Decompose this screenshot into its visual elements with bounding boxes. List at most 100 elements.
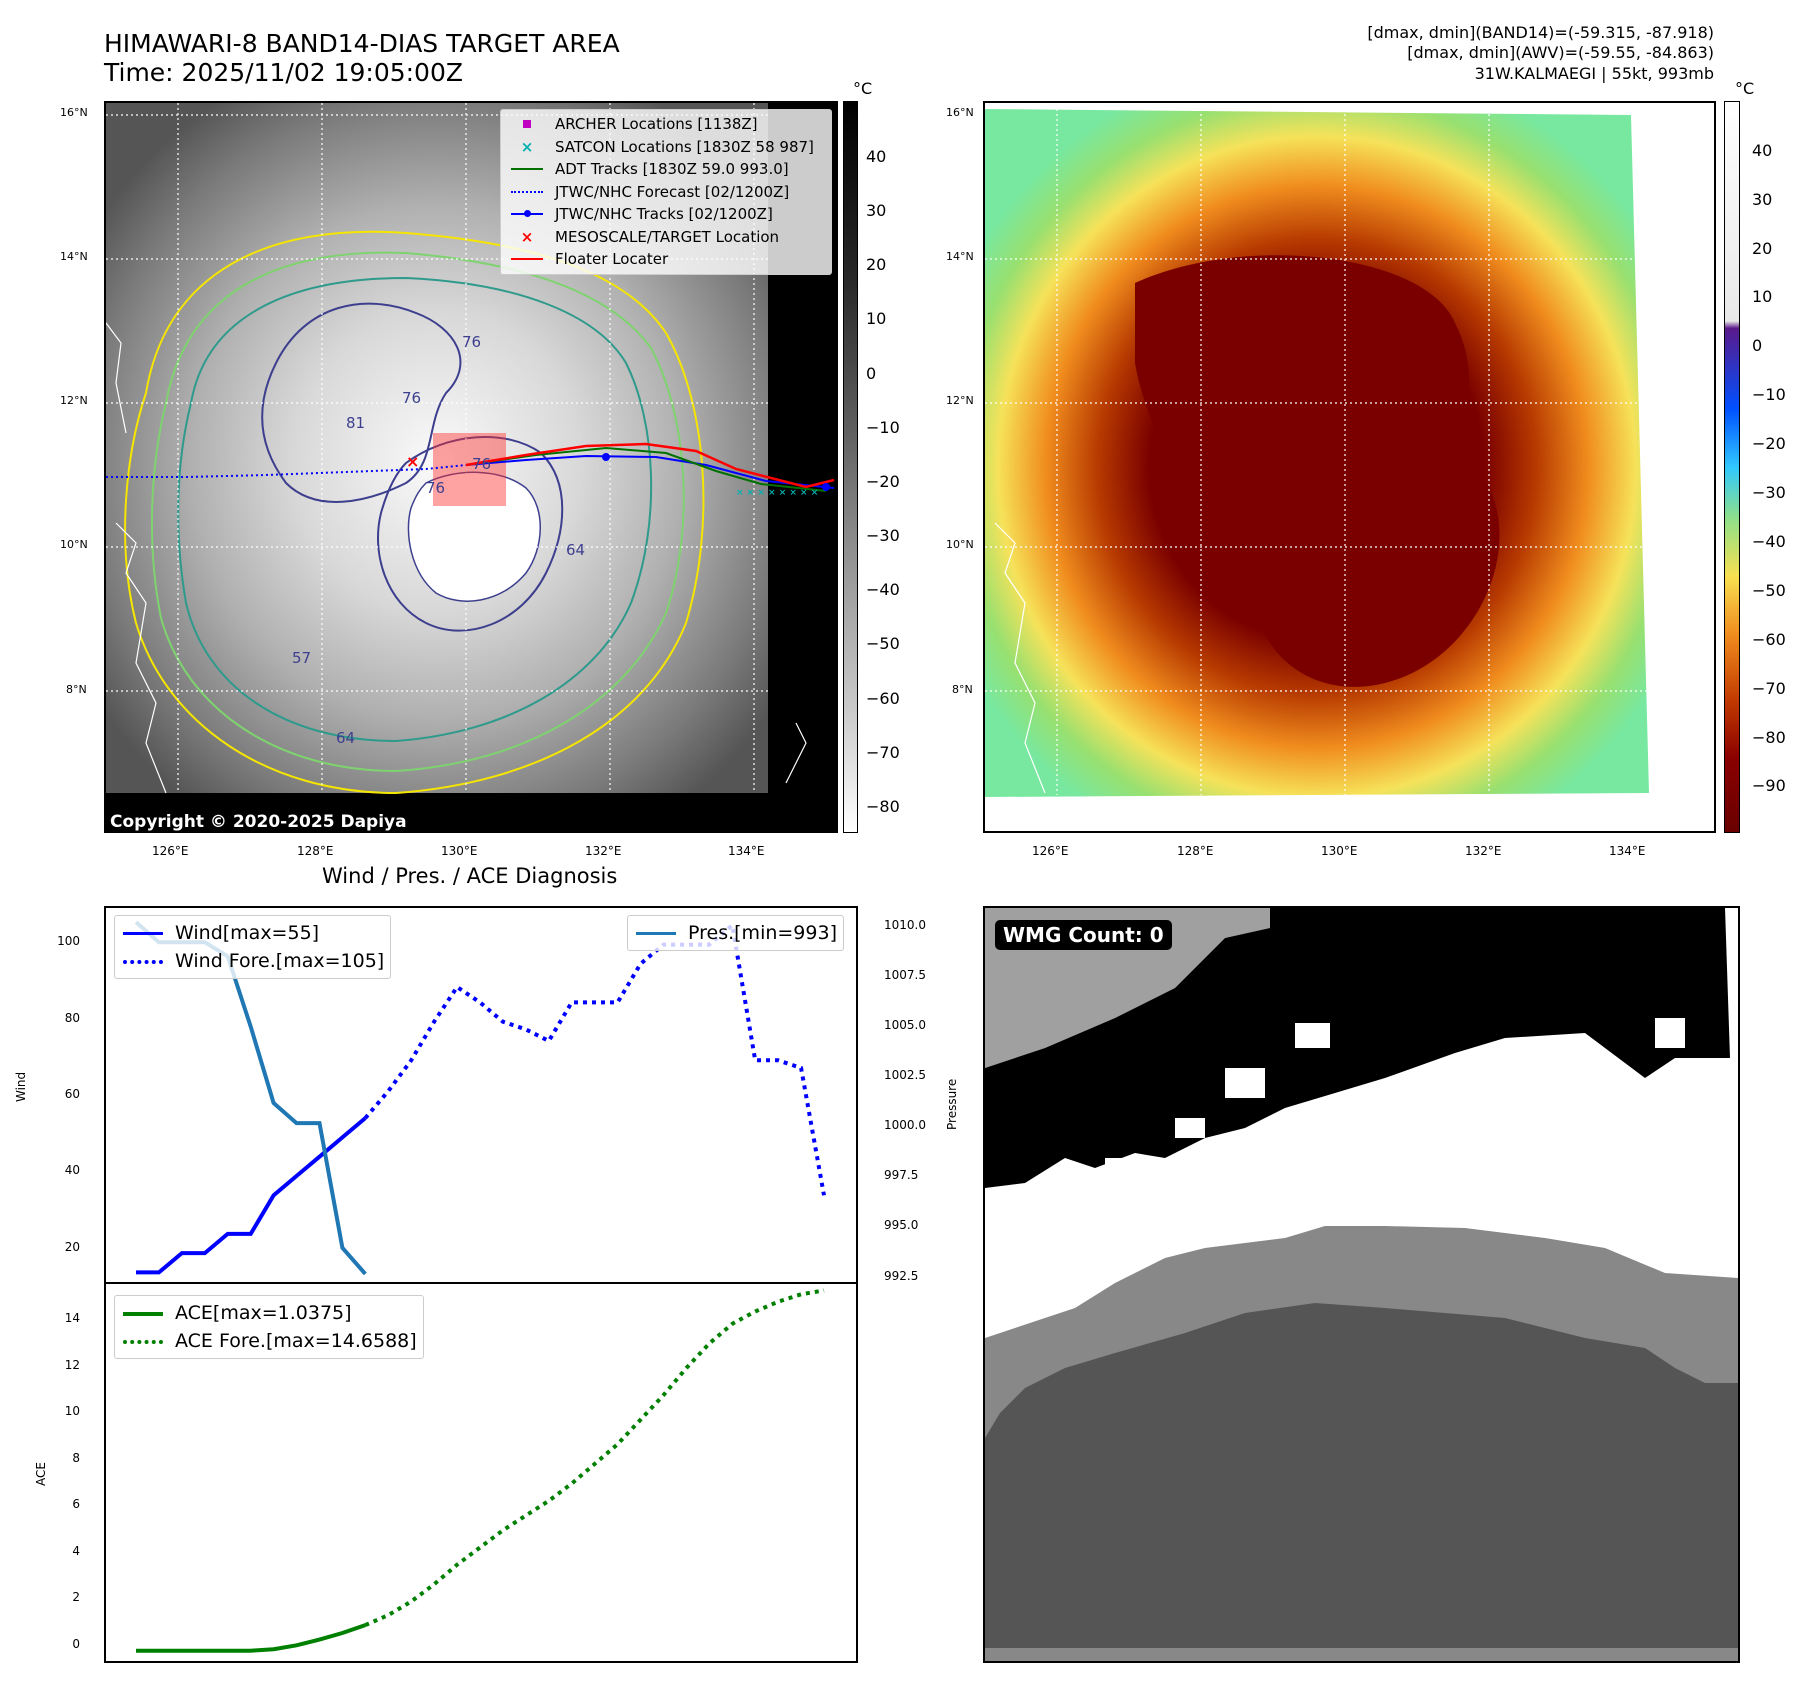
lon-label: 134°E: [1609, 844, 1646, 858]
colorbar-tick: 20: [866, 255, 887, 274]
ace-ytick: 6: [72, 1497, 80, 1511]
colorbar-tick: −70: [866, 743, 900, 762]
contour-label: 76: [402, 389, 421, 407]
wind-ytick: 60: [64, 1087, 80, 1101]
ir-map-panel: × × × × × × × × × 76 76 81 76 64 57 76 6…: [104, 101, 838, 833]
lat-label: 8°N: [66, 683, 87, 696]
contour-label: 76: [462, 333, 481, 351]
legend-item: × SATCON Locations [1830Z 58 987]: [520, 137, 814, 156]
contour-label: 76: [426, 479, 445, 497]
legend-item: Pres.[min=993]: [634, 919, 837, 947]
pressure-legend: Pres.[min=993]: [627, 915, 844, 951]
wind-ytick: 40: [64, 1163, 80, 1177]
legend-item: Floater Locater: [507, 248, 825, 271]
lat-label: 8°N: [952, 683, 973, 696]
lat-label: 10°N: [946, 538, 974, 551]
colorbar-tick: −40: [866, 580, 900, 599]
legend-item: × MESOSCALE/TARGET Location: [520, 227, 780, 246]
lon-label: 130°E: [1321, 844, 1358, 858]
pressure-ytick: 1007.5: [884, 968, 926, 982]
lat-label: 14°N: [946, 250, 974, 263]
lon-label: 134°E: [728, 844, 765, 858]
wind-axis-label: Wind: [14, 1071, 28, 1102]
ace-axis-label: ACE: [34, 1462, 48, 1486]
contour-label: 57: [292, 649, 311, 667]
contour-label: 64: [566, 541, 585, 559]
colorbar-tick: −80: [866, 797, 900, 816]
legend-item: Wind Fore.[max=105]: [121, 947, 384, 975]
ace-ytick: 10: [64, 1404, 80, 1418]
lat-label: 10°N: [60, 538, 88, 551]
chart-timestamp: Time: 2025/11/02 19:05:00Z: [104, 58, 463, 87]
diagnosis-title: Wind / Pres. / ACE Diagnosis: [322, 864, 618, 888]
pressure-ytick: 992.5: [884, 1269, 919, 1283]
colorbar-tick: −30: [866, 526, 900, 545]
colorbar-tick: −30: [1752, 483, 1786, 502]
ace-ytick: 14: [64, 1311, 80, 1325]
ace-series-line-0: [136, 1623, 366, 1653]
colorbar-tick: 0: [866, 364, 877, 383]
colorbar-tick: 0: [1752, 336, 1763, 355]
colorbar-tick: −60: [1752, 630, 1786, 649]
wmg-image: [985, 908, 1738, 1661]
colorbar-tick: 30: [866, 201, 887, 220]
wv-colorbar-unit: °C: [1735, 79, 1755, 98]
lat-label: 16°N: [60, 106, 88, 119]
pressure-ytick: 1002.5: [884, 1068, 926, 1082]
ir-colorbar: [843, 101, 858, 833]
colorbar-tick: −60: [866, 689, 900, 708]
pressure-ytick: 1000.0: [884, 1118, 926, 1132]
wind-ytick: 80: [64, 1011, 80, 1025]
colorbar-tick: −80: [1752, 728, 1786, 747]
lon-label: 132°E: [585, 844, 622, 858]
lon-label: 132°E: [1465, 844, 1502, 858]
lon-label: 128°E: [297, 844, 334, 858]
copyright-text: Copyright © 2020-2025 Dapiya: [110, 812, 407, 832]
lon-label: 126°E: [152, 844, 189, 858]
pressure-ytick: 1010.0: [884, 918, 926, 932]
wind-ytick: 100: [57, 934, 80, 948]
legend-item: ACE Fore.[max=14.6588]: [121, 1327, 417, 1355]
ace-ytick: 4: [72, 1544, 80, 1558]
colorbar-tick: −20: [866, 472, 900, 491]
lat-label: 14°N: [60, 250, 88, 263]
colorbar-tick: −50: [866, 634, 900, 653]
wind-legend: Wind[max=55] Wind Fore.[max=105]: [114, 915, 392, 979]
colorbar-tick: 20: [1752, 239, 1773, 258]
pressure-ytick: 1005.0: [884, 1018, 926, 1032]
series-line-0: [136, 1116, 367, 1275]
wv-colorbar: [1724, 101, 1740, 833]
legend-item: JTWC/NHC Tracks [02/1200Z]: [507, 203, 825, 226]
info-storm: 31W.KALMAEGI | 55kt, 993mb: [1474, 64, 1714, 83]
colorbar-tick: 10: [1752, 287, 1773, 306]
pressure-ytick: 997.5: [884, 1168, 919, 1182]
colorbar-tick: 30: [1752, 190, 1773, 209]
wmg-panel: WMG Count: 0: [983, 906, 1740, 1663]
legend-item: ACE[max=1.0375]: [121, 1299, 417, 1327]
wv-map-panel: [983, 101, 1716, 833]
svg-text:× × × × × × × ×: × × × × × × × ×: [736, 488, 818, 498]
legend-item: JTWC/NHC Forecast [02/1200Z]: [507, 181, 825, 204]
ace-ytick: 12: [64, 1358, 80, 1372]
colorbar-tick: −20: [1752, 434, 1786, 453]
contour-label: 64: [336, 729, 355, 747]
ir-colorbar-unit: °C: [853, 79, 873, 98]
lat-label: 12°N: [946, 394, 974, 407]
contour-label: 76: [472, 455, 491, 473]
lat-label: 12°N: [60, 394, 88, 407]
info-awv: [dmax, dmin](AWV)=(-59.55, -84.863): [1407, 43, 1714, 62]
colorbar-tick: 10: [866, 309, 887, 328]
contour-label: 81: [346, 414, 365, 432]
wv-map-image: [985, 103, 1714, 831]
legend-item: Wind[max=55]: [121, 919, 384, 947]
colorbar-tick: −10: [1752, 385, 1786, 404]
ace-legend: ACE[max=1.0375] ACE Fore.[max=14.6588]: [114, 1295, 424, 1359]
lon-label: 128°E: [1177, 844, 1214, 858]
lon-label: 126°E: [1032, 844, 1069, 858]
legend-item: ARCHER Locations [1138Z]: [507, 113, 825, 136]
ace-ytick: 8: [72, 1451, 80, 1465]
colorbar-tick: 40: [1752, 141, 1773, 160]
legend-item: ADT Tracks [1830Z 59.0 993.0]: [507, 158, 825, 181]
series-line-1: [363, 921, 826, 1196]
ir-map-legend: ARCHER Locations [1138Z] × SATCON Locati…: [500, 109, 832, 275]
